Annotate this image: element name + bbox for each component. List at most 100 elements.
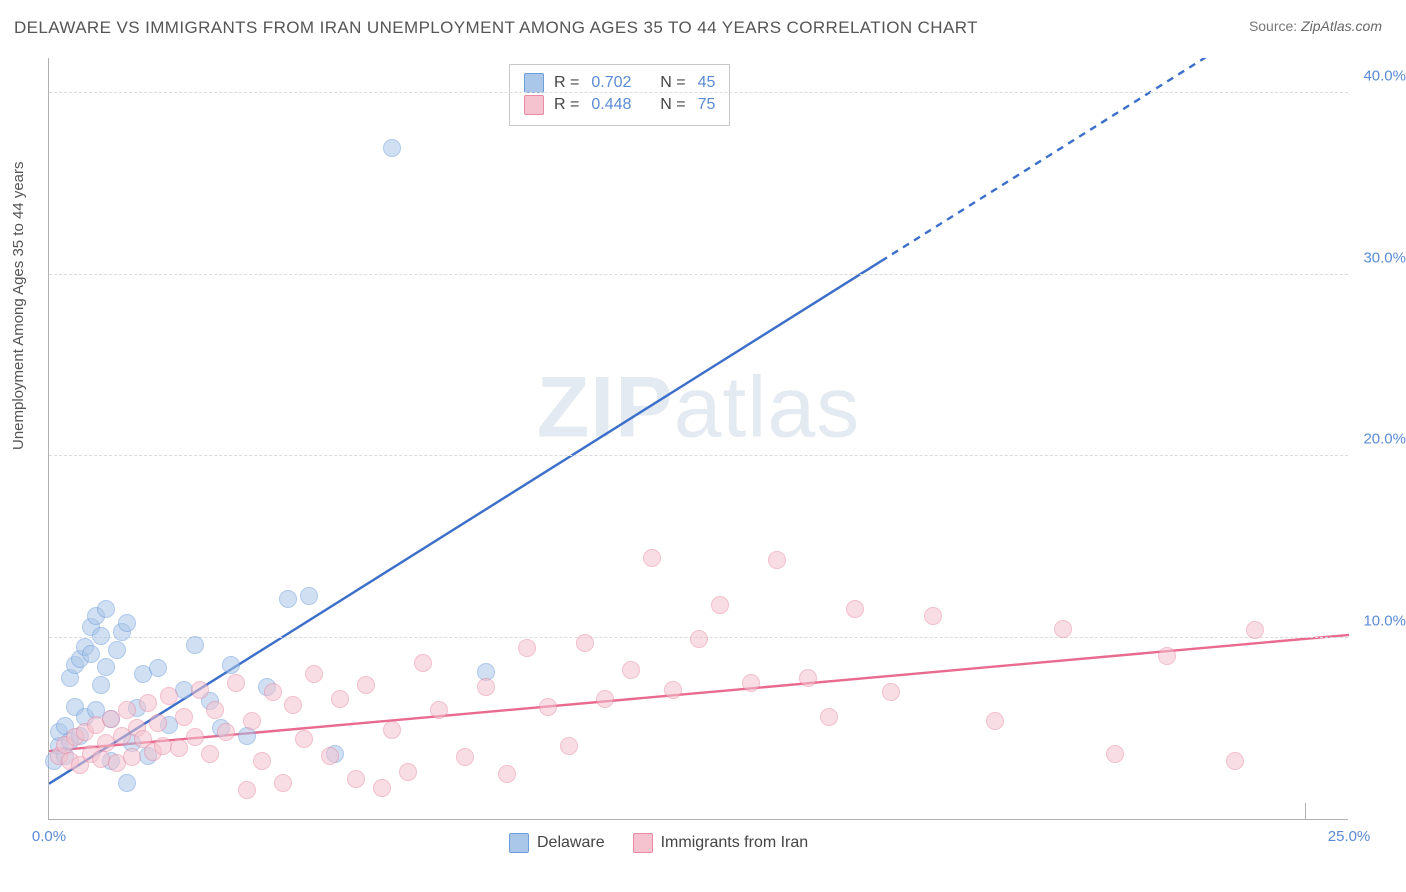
data-point [186,636,204,654]
n-value-delaware: 45 [698,74,716,92]
data-point [238,781,256,799]
x-tick-label: 25.0% [1328,828,1371,845]
data-point [139,694,157,712]
data-point [175,708,193,726]
swatch-iran [524,95,544,115]
legend-item: Immigrants from Iran [633,833,809,853]
data-point [742,674,760,692]
data-point [664,681,682,699]
data-point [924,607,942,625]
legend-swatch [509,833,529,853]
data-point [279,590,297,608]
r-value-iran: 0.448 [591,96,631,114]
data-point [518,639,536,657]
data-point [118,614,136,632]
data-point [820,708,838,726]
r-label: R = [554,96,579,114]
data-point [206,701,224,719]
watermark: ZIPatlas [537,359,860,458]
data-point [274,774,292,792]
data-point [498,765,516,783]
data-point [118,774,136,792]
data-point [321,747,339,765]
data-point [1158,647,1176,665]
data-point [1054,620,1072,638]
data-point [108,641,126,659]
trend-line [881,58,1349,261]
trend-line [49,261,881,784]
data-point [92,676,110,694]
data-point [414,654,432,672]
data-point [799,669,817,687]
data-point [399,763,417,781]
series-legend: Delaware Immigrants from Iran [509,833,808,853]
data-point [622,661,640,679]
data-point [300,587,318,605]
stats-row-iran: R = 0.448 N = 75 [524,95,715,115]
data-point [201,745,219,763]
r-value-delaware: 0.702 [591,74,631,92]
swatch-delaware [524,73,544,93]
data-point [539,698,557,716]
data-point [284,696,302,714]
legend-item: Delaware [509,833,605,853]
data-point [560,737,578,755]
data-point [264,683,282,701]
legend-label: Delaware [537,834,605,852]
data-point [986,712,1004,730]
data-point [191,681,209,699]
watermark-a: ZIP [537,360,674,456]
data-point [456,748,474,766]
r-label: R = [554,74,579,92]
data-point [882,683,900,701]
data-point [477,678,495,696]
chart-title: DELAWARE VS IMMIGRANTS FROM IRAN UNEMPLO… [14,18,978,38]
data-point [690,630,708,648]
data-point [1246,621,1264,639]
data-point [846,600,864,618]
x-tick-label: 0.0% [32,828,66,845]
data-point [305,665,323,683]
data-point [217,723,235,741]
watermark-b: atlas [674,360,861,456]
data-point [347,770,365,788]
data-point [227,674,245,692]
data-point [1106,745,1124,763]
data-point [711,596,729,614]
scatter-plot: ZIPatlas R = 0.702 N = 45 R = 0.448 N = … [48,58,1348,820]
data-point [243,712,261,730]
data-point [186,728,204,746]
data-point [97,658,115,676]
data-point [357,676,375,694]
data-point [118,701,136,719]
data-point [596,690,614,708]
legend-swatch [633,833,653,853]
y-tick-label: 30.0% [1363,249,1406,266]
gridline [49,92,1348,93]
data-point [82,645,100,663]
legend-label: Immigrants from Iran [661,834,809,852]
data-point [253,752,271,770]
data-point [92,627,110,645]
data-point [222,656,240,674]
data-point [295,730,313,748]
data-point [768,551,786,569]
data-point [383,721,401,739]
gridline [49,274,1348,275]
data-point [123,748,141,766]
y-axis-label: Unemployment Among Ages 35 to 44 years [10,161,27,450]
source-credit: Source: ZipAtlas.com [1249,18,1382,34]
source-prefix: Source: [1249,18,1301,34]
data-point [149,714,167,732]
n-label: N = [660,74,685,92]
y-tick-label: 20.0% [1363,431,1406,448]
y-tick-label: 10.0% [1363,612,1406,629]
data-point [430,701,448,719]
data-point [383,139,401,157]
data-point [576,634,594,652]
data-point [331,690,349,708]
stats-row-delaware: R = 0.702 N = 45 [524,73,715,93]
data-point [160,687,178,705]
data-point [1226,752,1244,770]
data-point [97,600,115,618]
